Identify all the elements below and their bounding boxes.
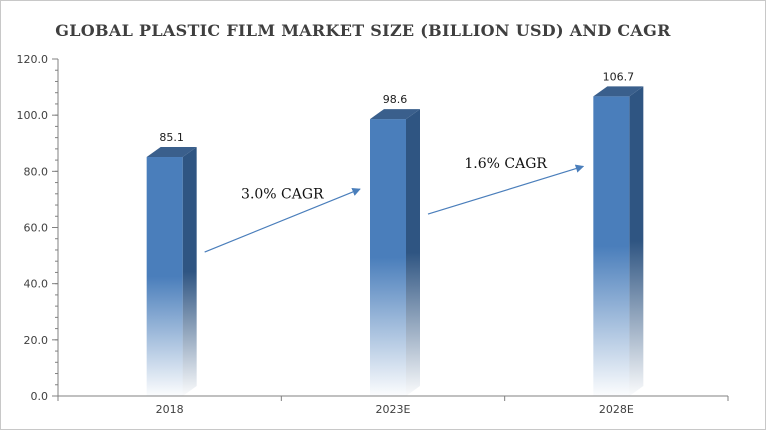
cagr-arrow bbox=[427, 164, 585, 215]
cagr-label: 1.6% CAGR bbox=[464, 156, 547, 172]
y-tick-label: 80.0 bbox=[24, 165, 49, 178]
bar-2023E bbox=[370, 109, 420, 397]
y-tick-label: 120.0 bbox=[17, 53, 49, 66]
data-label: 85.1 bbox=[159, 131, 184, 144]
y-tick-label: 40.0 bbox=[24, 278, 49, 291]
x-tick-label: 2018 bbox=[156, 403, 184, 416]
y-tick-label: 100.0 bbox=[17, 109, 49, 122]
cagr-label: 3.0% CAGR bbox=[241, 187, 324, 203]
cagr-arrow bbox=[204, 188, 361, 253]
bar-side bbox=[182, 147, 197, 396]
bar-front bbox=[593, 96, 630, 396]
x-tick-label: 2023E bbox=[376, 403, 411, 416]
y-tick-label: 0.0 bbox=[31, 390, 49, 403]
bar-top bbox=[370, 109, 420, 120]
bar-front bbox=[370, 119, 406, 397]
data-label: 106.7 bbox=[603, 70, 635, 83]
y-tick-label: 20.0 bbox=[24, 334, 49, 347]
bar-side bbox=[629, 86, 644, 396]
bar-top bbox=[593, 86, 644, 97]
y-tick-label: 60.0 bbox=[24, 222, 49, 235]
bar-front bbox=[146, 157, 183, 396]
bar-side bbox=[406, 109, 420, 397]
bar-top bbox=[146, 147, 197, 158]
bar-2018 bbox=[146, 147, 197, 396]
data-label: 98.6 bbox=[383, 93, 408, 106]
chart-title: GLOBAL PLASTIC FILM MARKET SIZE (BILLION… bbox=[55, 21, 671, 40]
bar-2028E bbox=[593, 86, 644, 396]
x-tick-label: 2028E bbox=[599, 403, 634, 416]
